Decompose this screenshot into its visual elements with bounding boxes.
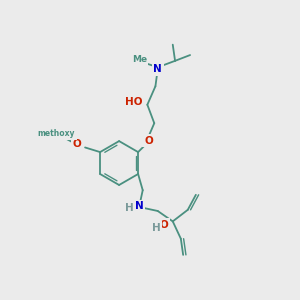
Text: methoxy: methoxy (38, 129, 75, 138)
Text: Me: Me (132, 55, 147, 64)
Text: H: H (125, 202, 134, 212)
Text: O: O (73, 139, 81, 149)
Text: O: O (160, 220, 168, 230)
Text: O: O (144, 136, 153, 146)
Text: H: H (152, 223, 161, 233)
Text: N: N (153, 64, 162, 74)
Text: HO: HO (125, 98, 142, 107)
Text: N: N (135, 201, 144, 212)
